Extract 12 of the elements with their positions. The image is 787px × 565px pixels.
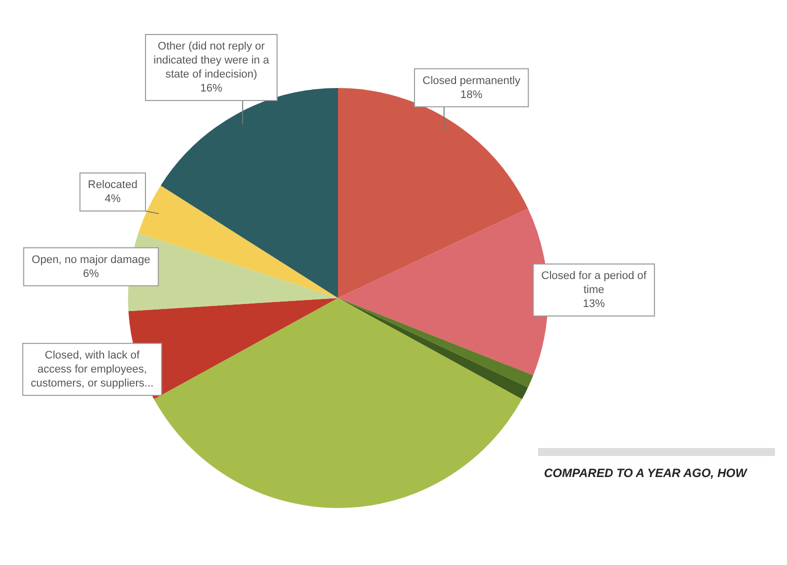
slice-label: Closed permanently	[422, 74, 521, 87]
data-label: 18%	[460, 88, 483, 101]
slice-label: Closed for a period of time	[541, 270, 648, 296]
text: COMPARED TO A YEAR AGO, HOW	[538, 448, 775, 490]
data-label: 4%	[104, 193, 121, 206]
data-label: 16%	[200, 82, 223, 95]
slice-label: Open, no major damage	[32, 254, 150, 266]
slice-label: Relocated	[88, 179, 138, 192]
slice-label: Other (did not reply or indicated they were in a state of indecision)	[154, 40, 270, 81]
slice-label: Closed, with lack of access for employees, customers, or suppliers...	[30, 349, 154, 390]
data-label: 6%	[83, 268, 100, 280]
data-label: 13%	[582, 298, 606, 310]
